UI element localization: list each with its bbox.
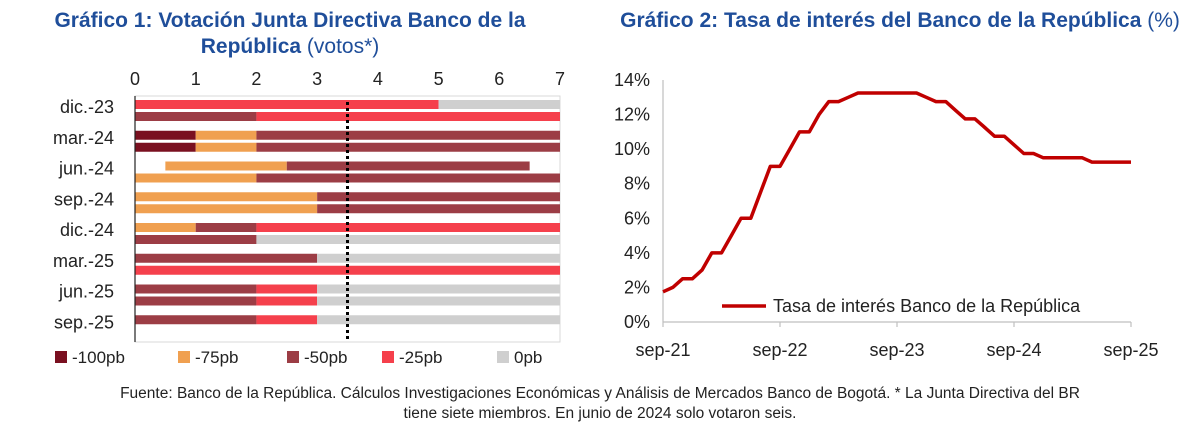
chart1-bar-segment <box>135 112 257 121</box>
chart1-bar-segment <box>195 142 257 152</box>
chart2-y-tick-label: 8% <box>624 174 650 194</box>
chart1-bar-segment <box>286 161 530 171</box>
chart1-legend-swatch <box>287 351 299 363</box>
chart1-legend-label: 0pb <box>514 348 542 367</box>
chart1-bar-segment <box>135 173 257 183</box>
chart2-x-tick-label: sep-23 <box>869 340 924 360</box>
chart1-x-tick-label: 7 <box>555 69 565 89</box>
chart1-bar-segment <box>256 112 560 121</box>
chart1-category-label: mar.-25 <box>53 251 114 271</box>
chart1-category-label: dic.-23 <box>60 97 114 117</box>
chart1-bar-segment <box>317 204 560 214</box>
chart1-bar-segment <box>256 296 318 306</box>
chart1-bar-segment <box>256 315 318 325</box>
chart1-category-label: mar.-24 <box>53 128 114 148</box>
chart1-bar-segment <box>135 296 257 306</box>
chart1-bar-segment <box>135 235 257 244</box>
chart1-legend-label: -100pb <box>72 348 125 367</box>
chart2-x-tick-label: sep-22 <box>752 340 807 360</box>
chart1-bar-segment <box>135 100 439 109</box>
chart1-x-tick-label: 4 <box>373 69 383 89</box>
chart1-bar-segment <box>317 192 560 202</box>
chart1-bar-segment <box>165 161 287 171</box>
chart1-legend-swatch <box>178 351 190 363</box>
chart1-bar-segment <box>317 296 560 306</box>
chart1-x-tick-label: 6 <box>494 69 504 89</box>
chart1-bar-segment <box>317 284 560 294</box>
chart1-bar-segment <box>317 315 560 325</box>
chart1-legend-swatch <box>382 351 394 363</box>
footer-line-1: Fuente: Banco de la República. Cálculos … <box>120 385 1080 402</box>
chart1-bar-segment <box>135 253 318 263</box>
chart2-y-tick-label: 6% <box>624 208 650 228</box>
chart1-bar-segment <box>256 173 560 183</box>
chart1-bar-segment <box>135 315 257 325</box>
chart2-title-main: Gráfico 2: Tasa de interés del Banco de … <box>620 9 1142 32</box>
chart1-bar-segment <box>256 235 560 244</box>
chart2-legend-label: Tasa de interés Banco de la República <box>773 296 1081 316</box>
chart1-legend-swatch <box>497 351 509 363</box>
chart1-x-tick-label: 2 <box>251 69 261 89</box>
chart1-legend-swatch <box>55 351 67 363</box>
chart2-x-tick-label: sep-25 <box>1103 340 1158 360</box>
chart1-category-label: jun.-24 <box>58 159 114 179</box>
chart1-x-tick-label: 5 <box>434 69 444 89</box>
chart1-x-tick-label: 1 <box>191 69 201 89</box>
chart1-bar-segment <box>135 130 196 140</box>
chart1-category-label: sep.-25 <box>54 312 114 332</box>
chart1-bar-segment <box>135 284 257 294</box>
chart2-y-tick-label: 12% <box>614 105 650 125</box>
chart1-bar-segment <box>195 223 257 232</box>
chart2-y-tick-label: 10% <box>614 139 650 159</box>
chart2-x-tick-label: sep-24 <box>986 340 1041 360</box>
chart2-series-line <box>662 91 1131 294</box>
chart2-y-tick-label: 4% <box>624 243 650 263</box>
chart2-title-unit: (%) <box>1141 9 1180 32</box>
chart1-legend-label: -75pb <box>195 348 238 367</box>
source-footer: Fuente: Banco de la República. Cálculos … <box>0 384 1200 424</box>
chart2-y-tick-label: 14% <box>614 70 650 90</box>
chart1-bar-segment <box>135 223 196 232</box>
chart1-legend-label: -25pb <box>399 348 442 367</box>
chart1-category-label: dic.-24 <box>60 220 114 240</box>
chart1-legend-label: -50pb <box>304 348 347 367</box>
chart1-bar-segment <box>256 223 560 232</box>
chart1-bar-segment <box>317 253 560 263</box>
chart1-x-tick-label: 0 <box>130 69 140 89</box>
chart1-title: Gráfico 1: Votación Junta Directiva Banc… <box>10 8 570 60</box>
chart2-x-tick-label: sep-21 <box>635 340 690 360</box>
footer-line-2: tiene siete miembros. En junio de 2024 s… <box>403 405 797 422</box>
chart2-title: Gráfico 2: Tasa de interés del Banco de … <box>620 8 1180 34</box>
chart2-y-tick-label: 2% <box>624 277 650 297</box>
chart1-category-label: sep.-24 <box>54 189 114 209</box>
chart1-x-tick-label: 3 <box>312 69 322 89</box>
chart1-bar-segment <box>256 142 560 152</box>
chart1-bar-segment <box>256 284 318 294</box>
chart2-y-tick-label: 0% <box>624 312 650 332</box>
chart1-title-main: Gráfico 1: Votación Junta Directiva Banc… <box>54 9 526 58</box>
chart1-bar-segment <box>438 100 560 109</box>
chart1-bar-segment <box>135 192 318 202</box>
chart1-bar-segment <box>256 130 560 140</box>
chart1-title-unit: (votos*) <box>301 35 380 58</box>
chart1-bar-segment <box>135 142 196 152</box>
chart1-bar-segment <box>135 204 318 214</box>
chart1-bar-segment <box>195 130 257 140</box>
chart1-category-label: jun.-25 <box>58 282 114 302</box>
